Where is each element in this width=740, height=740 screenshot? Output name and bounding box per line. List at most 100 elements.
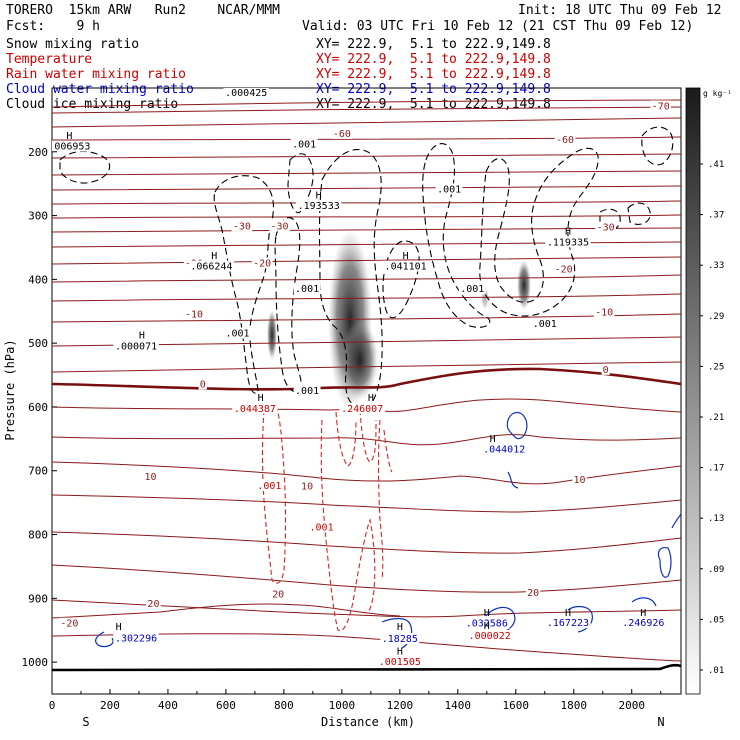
x-tick-label: 400	[158, 699, 178, 712]
cloud-ice-contour	[627, 202, 651, 225]
temperature-label-bg	[553, 263, 574, 275]
field-temperature: Temperature	[6, 52, 93, 67]
rain-contour	[335, 411, 357, 467]
x-tick-label: 2000	[618, 699, 645, 712]
cloud-ice-label-bg	[295, 199, 342, 211]
cloud-ice-contour	[59, 150, 111, 184]
rain-label: .000022	[469, 631, 511, 642]
rain-label-bg	[377, 656, 423, 668]
cloud-ice-label-bg	[113, 340, 159, 352]
y-tick-label: 900	[28, 592, 48, 605]
rain-label: .001	[257, 481, 281, 492]
y-axis-label: Pressure (hPa)	[3, 339, 17, 440]
temperature-label: -20	[253, 258, 271, 269]
isotherm	[52, 434, 681, 446]
colorbar-label: .21	[708, 413, 724, 423]
cloud-ice-label: .119335	[547, 237, 589, 248]
temperature-label-bg	[593, 306, 615, 318]
cloud-ice-label-bg	[435, 183, 463, 195]
plot-frame	[51, 87, 682, 695]
isotherm	[52, 531, 681, 554]
cloud-water-label: .246926	[622, 618, 664, 629]
temperature-label-bg	[251, 257, 273, 269]
isotherm	[52, 170, 681, 176]
field-snow: Snow mixing ratio	[6, 37, 140, 52]
y-tick-label: 600	[28, 401, 48, 414]
init-time: Init: 18 UTC Thu 09 Feb 12	[518, 3, 722, 18]
temperature-label-bg	[231, 220, 253, 232]
y-tick-label: 1000	[22, 656, 49, 669]
north-label: N	[657, 715, 664, 729]
temperature-label-bg	[269, 220, 290, 232]
surface-line	[52, 663, 681, 672]
y-tick-label: 700	[28, 465, 48, 478]
cloud-ice-label: .001	[295, 284, 319, 295]
cloud-water-contours	[95, 411, 681, 649]
cloud-ice-contour	[382, 240, 420, 319]
field-cloud-ice: Cloud ice mixing ratio	[6, 97, 179, 112]
cloud-ice-label: .193533	[298, 201, 340, 212]
temperature-label: -20	[60, 619, 78, 630]
cloud-ice-contour	[479, 147, 599, 317]
high-marker: H	[66, 131, 72, 142]
temperature-label: -10	[595, 307, 613, 318]
high-marker: H	[211, 251, 217, 262]
colorbar-label: .29	[708, 312, 724, 322]
cloud-water-label-bg	[620, 617, 667, 629]
cloud-ice-contour	[641, 126, 674, 166]
cloud-water-label-bg	[464, 617, 510, 629]
cloud-ice-label: .041101	[385, 262, 427, 273]
cloud-ice-label-bg	[224, 327, 251, 339]
cloud-water-label-bg	[380, 633, 420, 645]
x-tick-label: 1400	[445, 699, 472, 712]
cloud-ice-label-bg	[223, 88, 269, 99]
high-marker: H	[316, 190, 322, 201]
rain-label-bg	[308, 521, 335, 533]
forecast-hour: Fcst: 9 h	[6, 19, 100, 34]
high-marker: H	[640, 608, 646, 619]
cloud-water-contour	[95, 631, 114, 648]
colorbar-label: .01	[708, 666, 724, 676]
temperature-label: 10	[145, 472, 157, 483]
high-marker: H	[484, 608, 490, 619]
isotherm	[52, 361, 681, 373]
colorbar-gradient	[685, 87, 701, 695]
colorbar-label: .41	[708, 160, 724, 170]
temperature-label-bg	[270, 588, 286, 600]
valid-time: Valid: 03 UTC Fri 10 Feb 12 (21 CST Thu …	[302, 19, 694, 34]
xy-rain: XY= 222.9, 5.1 to 222.9,149.8	[316, 67, 551, 82]
cloud-ice-label: .000425	[225, 88, 267, 99]
rain-labels: .001 .001 .044387 .246007 .000022 .001505	[232, 402, 513, 668]
temperature-label-bg	[650, 100, 672, 112]
x-tick-label: 200	[100, 699, 120, 712]
temperature-label-bg	[572, 474, 587, 486]
temperature-label: 20	[272, 589, 284, 600]
temperature-label-bg	[183, 308, 205, 320]
x-tick-label: 600	[216, 699, 236, 712]
cloud-ice-label-bg	[382, 260, 429, 272]
colorbar-label: .33	[708, 261, 724, 271]
temperature-label: 0	[603, 365, 609, 376]
isotherm	[52, 136, 681, 141]
cloud-water-contour	[507, 471, 519, 489]
cloud-water-contour	[657, 547, 672, 578]
rain-contour	[359, 409, 377, 463]
isotherm	[52, 227, 681, 233]
x-axis-label: Distance (km)	[321, 715, 415, 729]
isotherm	[52, 185, 681, 191]
temperature-label: 20	[147, 599, 159, 610]
rain-label: .001505	[379, 657, 421, 668]
cloud-ice-label-bg	[531, 317, 559, 329]
field-cloud-water: Cloud water mixing ratio	[6, 82, 194, 97]
cloud-ice-label: .000071	[115, 341, 157, 352]
x-tick-label: 0	[49, 699, 56, 712]
high-marker: H	[258, 393, 264, 404]
cloud-ice-label: .001	[295, 386, 319, 397]
temperature-label-bg	[554, 134, 576, 146]
rain-contour	[377, 419, 384, 581]
cloud-ice-contour	[318, 148, 383, 409]
xy-temperature: XY= 222.9, 5.1 to 222.9,149.8	[316, 52, 551, 67]
x-tick-label: 1600	[503, 699, 530, 712]
high-marker: H	[565, 227, 571, 238]
